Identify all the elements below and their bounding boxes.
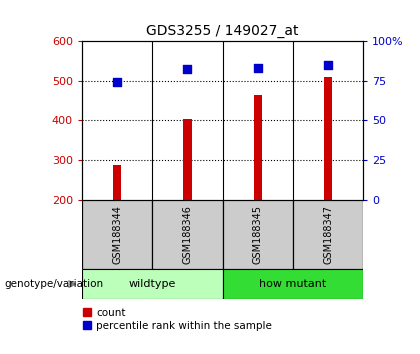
Bar [113, 165, 121, 200]
Text: GSM188344: GSM188344 [112, 205, 122, 264]
Text: GSM188345: GSM188345 [253, 205, 263, 264]
Bar [82, 269, 223, 299]
Point [184, 67, 191, 72]
Point [114, 79, 121, 85]
Title: GDS3255 / 149027_at: GDS3255 / 149027_at [146, 24, 299, 38]
Point [325, 62, 331, 67]
Legend: count, percentile rank within the sample: count, percentile rank within the sample [83, 308, 272, 331]
Bar [223, 269, 363, 299]
Bar [152, 200, 223, 269]
Point [255, 65, 261, 70]
Bar [293, 200, 363, 269]
Text: GSM188346: GSM188346 [182, 205, 192, 264]
Text: genotype/variation: genotype/variation [4, 279, 103, 289]
Text: how mutant: how mutant [259, 279, 327, 289]
Text: wildtype: wildtype [129, 279, 176, 289]
Text: GSM188347: GSM188347 [323, 205, 333, 264]
Bar [82, 200, 152, 269]
Bar [183, 119, 192, 200]
Bar [223, 200, 293, 269]
Bar [324, 76, 332, 200]
Bar [254, 95, 262, 200]
